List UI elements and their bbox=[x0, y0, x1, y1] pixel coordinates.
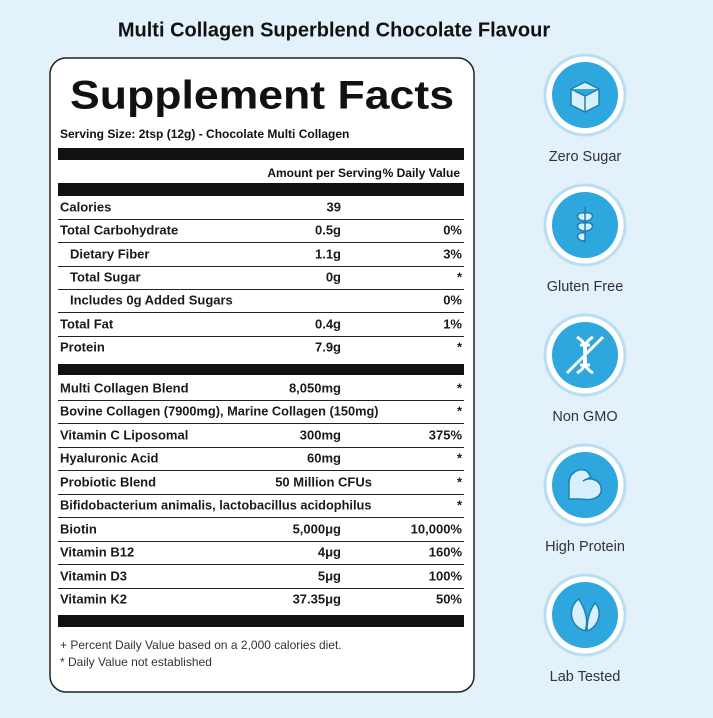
badge-icon bbox=[565, 335, 605, 375]
row-name: Vitamin C Liposomal bbox=[60, 427, 188, 442]
badge-label: Non GMO bbox=[552, 409, 617, 425]
thick-rule bbox=[58, 148, 464, 160]
row-dv: 0% bbox=[443, 292, 462, 307]
row-name: Hyaluronic Acid bbox=[60, 450, 159, 465]
footnote: * Daily Value not established bbox=[60, 655, 212, 669]
row-dv: * bbox=[457, 474, 463, 489]
row-dv: 1% bbox=[443, 316, 462, 331]
badges: Zero Sugar Gluten Free Non GMO High Protein… bbox=[543, 53, 627, 685]
serving-size: Serving Size: 2tsp (12g) - Chocolate Mul… bbox=[60, 127, 349, 141]
row-name: Total Fat bbox=[60, 316, 114, 331]
row-amount: 7.9g bbox=[315, 339, 341, 354]
row-name: Includes 0g Added Sugars bbox=[70, 292, 233, 307]
badge-icon bbox=[576, 207, 594, 243]
row-amount: 5,000μg bbox=[293, 521, 341, 536]
row-dv: 375% bbox=[429, 427, 463, 442]
rows: Calories 39 Total Carbohydrate 0.5g 0% Dietar… bbox=[58, 199, 464, 606]
row-name: Probiotic Blend bbox=[60, 474, 156, 489]
row-name: Dietary Fiber bbox=[70, 246, 149, 261]
row-dv: * bbox=[457, 403, 463, 418]
row-amount: 50 Million CFUs bbox=[275, 474, 372, 489]
row-dv: 0% bbox=[443, 222, 462, 237]
row-dv: 50% bbox=[436, 591, 462, 606]
badge-label: Zero Sugar bbox=[549, 149, 622, 165]
row-amount: 8,050mg bbox=[289, 380, 341, 395]
row-dv: * bbox=[457, 339, 463, 354]
row-name: Bifidobacterium animalis, lactobacillus … bbox=[60, 497, 371, 512]
row-name: Biotin bbox=[60, 521, 97, 536]
row-name: Multi Collagen Blend bbox=[60, 380, 189, 395]
row-amount: 0.5g bbox=[315, 222, 341, 237]
footnote: + Percent Daily Value based on a 2,000 c… bbox=[60, 638, 342, 652]
panel-heading: Supplement Facts bbox=[70, 74, 454, 118]
badge-icon bbox=[570, 81, 600, 113]
badge-icon bbox=[568, 469, 602, 501]
row-name: Total Carbohydrate bbox=[60, 222, 178, 237]
title: Multi Collagen Superblend Chocolate Flav… bbox=[118, 19, 550, 41]
row-amount: 0.4g bbox=[315, 316, 341, 331]
badge-label: Lab Tested bbox=[550, 669, 621, 685]
badge-label: Gluten Free bbox=[547, 279, 624, 295]
badge-icon bbox=[570, 597, 600, 632]
row-name: Protein bbox=[60, 339, 105, 354]
row-name: Total Sugar bbox=[70, 269, 141, 284]
row-name: Vitamin D3 bbox=[60, 568, 127, 583]
row-name: Calories bbox=[60, 199, 111, 214]
row-dv: 160% bbox=[429, 544, 463, 559]
row-name: Vitamin K2 bbox=[60, 591, 127, 606]
header-dv: % Daily Value bbox=[383, 166, 461, 180]
header-amount: Amount per Serving bbox=[267, 166, 382, 180]
row-amount: 0g bbox=[326, 269, 341, 284]
row-amount: 60mg bbox=[307, 450, 341, 465]
thick-rule bbox=[58, 183, 464, 196]
row-amount: 1.1g bbox=[315, 246, 341, 261]
row-name: Vitamin B12 bbox=[60, 544, 134, 559]
row-amount: 5μg bbox=[318, 568, 341, 583]
thick-rule bbox=[58, 364, 464, 375]
row-amount: 39 bbox=[327, 199, 341, 214]
row-dv: * bbox=[457, 450, 463, 465]
thick-rule bbox=[58, 615, 464, 627]
badge-label: High Protein bbox=[545, 539, 625, 555]
row-amount: 300mg bbox=[300, 427, 341, 442]
row-dv: 10,000% bbox=[411, 521, 463, 536]
row-dv: 3% bbox=[443, 246, 462, 261]
row-dv: * bbox=[457, 269, 463, 284]
row-dv: 100% bbox=[429, 568, 463, 583]
row-name: Bovine Collagen (7900mg), Marine Collage… bbox=[60, 403, 379, 418]
row-amount: 37.35μg bbox=[293, 591, 341, 606]
row-dv: * bbox=[457, 497, 463, 512]
row-dv: * bbox=[457, 380, 463, 395]
row-amount: 4μg bbox=[318, 544, 341, 559]
badge-circle bbox=[552, 62, 618, 128]
